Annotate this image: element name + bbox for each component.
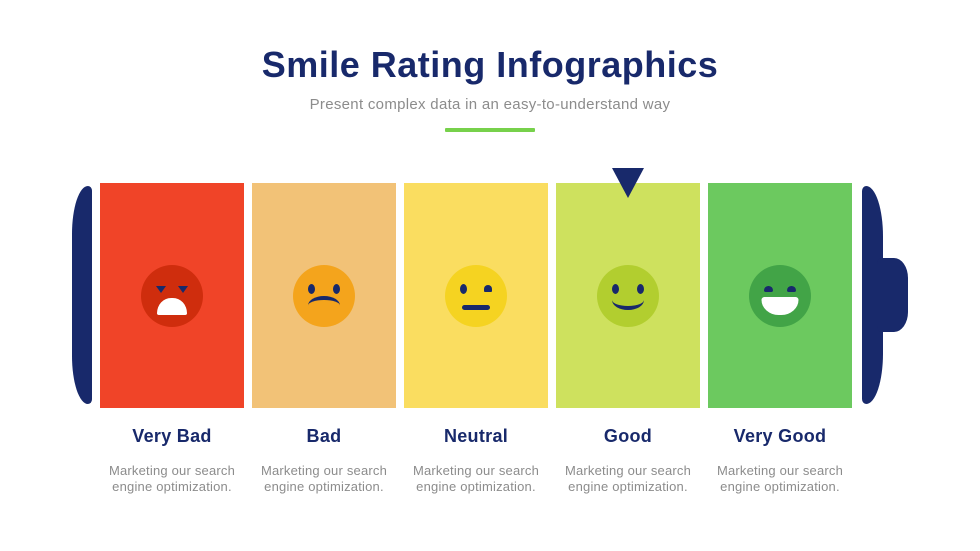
rating-panel xyxy=(556,183,700,408)
mouth-icon xyxy=(462,305,490,310)
eye-icon xyxy=(178,286,188,293)
rating-panel xyxy=(100,183,244,408)
rating-label: Neutral xyxy=(443,426,509,446)
page-title: Smile Rating Infographics xyxy=(261,44,719,85)
eye-icon xyxy=(460,284,467,294)
rating-description: Marketing our search engine optimization… xyxy=(564,463,692,495)
battery-terminal-icon xyxy=(877,258,908,332)
mouth-icon xyxy=(157,298,187,315)
rating-label: Very Good xyxy=(733,426,827,446)
rating-panel xyxy=(708,183,852,408)
eye-icon xyxy=(156,286,166,293)
rating-label: Bad xyxy=(306,426,342,446)
bad-face-icon xyxy=(293,265,355,327)
good-face-icon xyxy=(597,265,659,327)
triangle-down-icon xyxy=(612,168,644,198)
rating-column: Very Good Marketing our search engine op… xyxy=(708,183,852,513)
very-good-face-icon xyxy=(749,265,811,327)
header: Smile Rating Infographics Present comple… xyxy=(0,0,980,132)
rating-description: Marketing our search engine optimization… xyxy=(108,463,236,495)
rating-label: Very Bad xyxy=(132,426,212,446)
eye-icon xyxy=(787,286,796,292)
rating-column: Neutral Marketing our search engine opti… xyxy=(404,183,548,513)
rating-description: Marketing our search engine optimization… xyxy=(716,463,844,495)
eye-icon xyxy=(308,284,315,294)
rating-description: Marketing our search engine optimization… xyxy=(412,463,540,495)
mouth-icon xyxy=(308,296,340,315)
rating-description: Marketing our search engine optimization… xyxy=(260,463,388,495)
neutral-face-icon xyxy=(445,265,507,327)
page-subtitle: Present complex data in an easy-to-under… xyxy=(309,96,671,113)
battery-left-cap-icon xyxy=(72,186,92,404)
rating-panel xyxy=(252,183,396,408)
battery-right-cap-icon xyxy=(862,186,883,404)
rating-panel xyxy=(404,183,548,408)
eye-icon xyxy=(612,284,619,294)
mouth-icon xyxy=(761,297,799,315)
accent-underline xyxy=(445,128,535,132)
mouth-icon xyxy=(612,290,644,310)
very-bad-face-icon xyxy=(141,265,203,327)
eye-icon xyxy=(484,285,492,292)
eye-icon xyxy=(333,284,340,294)
eye-icon xyxy=(637,284,644,294)
rating-label: Good xyxy=(603,426,653,446)
rating-column: Very Bad Marketing our search engine opt… xyxy=(100,183,244,513)
rating-column: Good Marketing our search engine optimiz… xyxy=(556,183,700,513)
rating-column: Bad Marketing our search engine optimiza… xyxy=(252,183,396,513)
eye-icon xyxy=(764,286,773,292)
